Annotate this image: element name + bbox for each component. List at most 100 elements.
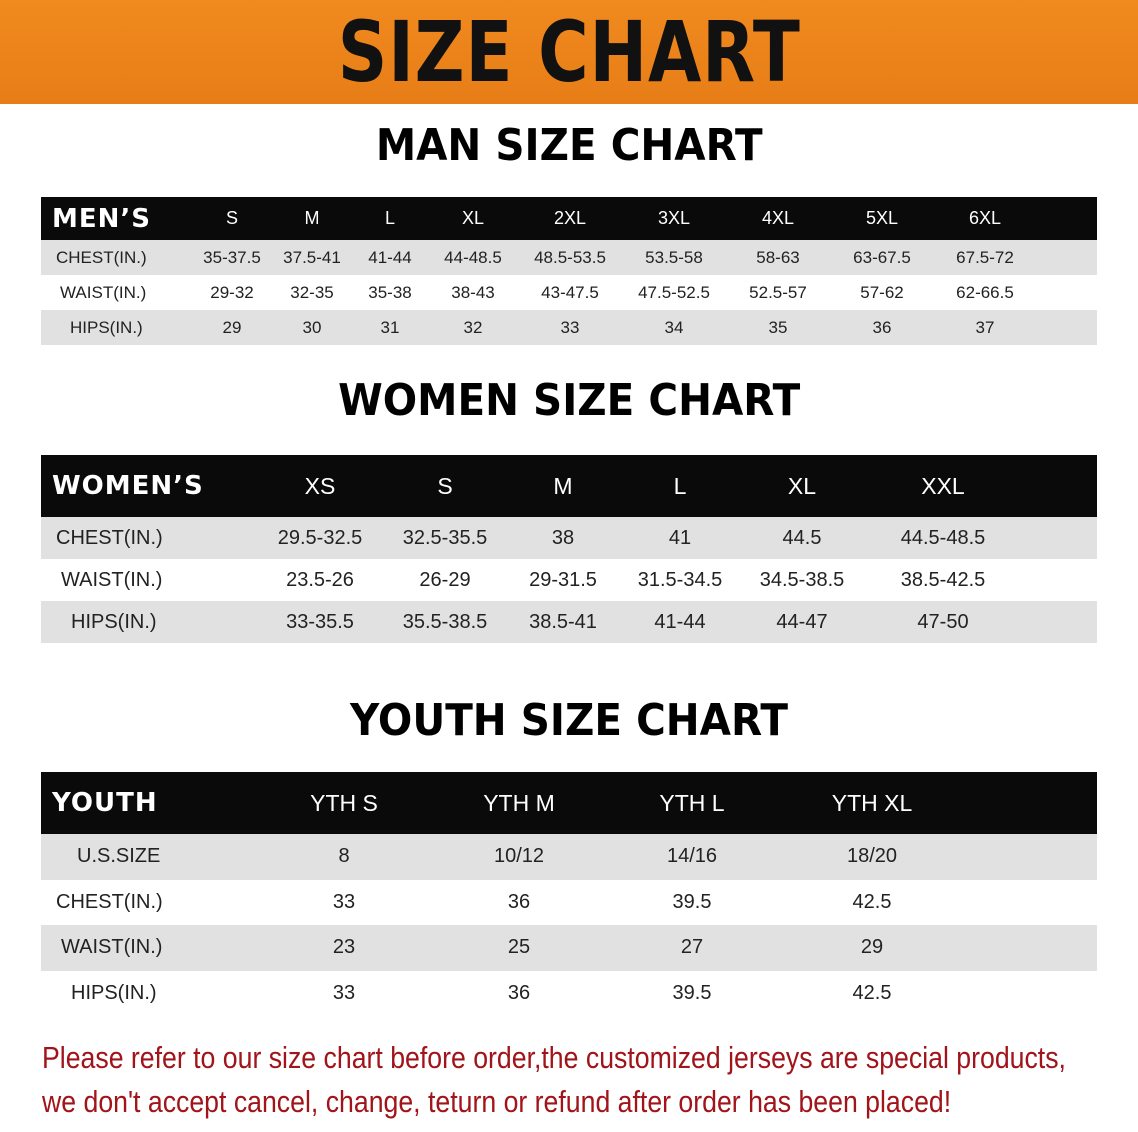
table-cell: 8 bbox=[338, 845, 350, 868]
table-cell: 41-44 bbox=[654, 610, 706, 633]
table-cell: 48.5-53.5 bbox=[534, 247, 606, 267]
table-cell: 30 bbox=[302, 317, 322, 337]
men-section-title: MAN SIZE CHART bbox=[0, 120, 1138, 171]
table-cell: 34 bbox=[664, 317, 684, 337]
table-cell: 47-50 bbox=[917, 610, 969, 633]
women-title-text: WOMEN SIZE CHART bbox=[337, 375, 801, 426]
row-label: WAIST(IN.) bbox=[60, 282, 147, 302]
table-cell: 44.5 bbox=[782, 526, 822, 549]
banner: SIZE CHART bbox=[0, 0, 1138, 104]
size-header-5xl: 5XL bbox=[865, 208, 899, 228]
table-cell: 25 bbox=[507, 936, 531, 959]
size-header-m: M bbox=[553, 472, 573, 499]
table-cell: 44.5-48.5 bbox=[900, 526, 986, 549]
table-cell: 14/16 bbox=[666, 845, 718, 868]
table-cell: 32.5-35.5 bbox=[402, 526, 488, 549]
table-cell: 37.5-41 bbox=[283, 247, 341, 267]
youth-header-label: YOUTH bbox=[52, 788, 158, 818]
youth-header-row: YOUTH YTH S YTH M YTH L YTH XL bbox=[41, 772, 1097, 834]
row-label: HIPS(IN.) bbox=[71, 610, 157, 633]
table-cell: 53.5-58 bbox=[645, 247, 703, 267]
size-header-yth-m: YTH M bbox=[483, 789, 555, 816]
women-section-title: WOMEN SIZE CHART bbox=[0, 375, 1138, 426]
table-row: WAIST(IN.) 23.5-26 26-29 29-31.5 31.5-34.5 34… bbox=[41, 559, 1097, 601]
table-cell: 32-35 bbox=[290, 282, 334, 302]
table-cell: 31 bbox=[380, 317, 400, 337]
size-header-xxl: XXL bbox=[921, 472, 965, 499]
size-header-xs: XS bbox=[304, 472, 336, 499]
table-cell: 18/20 bbox=[846, 845, 898, 868]
table-cell: 52.5-57 bbox=[749, 282, 807, 302]
table-cell: 39.5 bbox=[672, 981, 712, 1004]
table-cell: 34.5-38.5 bbox=[759, 568, 845, 591]
table-cell: 41-44 bbox=[368, 247, 412, 267]
table-cell: 35 bbox=[768, 317, 788, 337]
table-cell: 57-62 bbox=[860, 282, 904, 302]
table-cell: 36 bbox=[872, 317, 892, 337]
table-cell: 26-29 bbox=[419, 568, 471, 591]
table-cell: 41 bbox=[668, 526, 692, 549]
table-row: HIPS(IN.) 29 30 31 32 33 34 35 36 37 bbox=[41, 310, 1097, 345]
table-cell: 29.5-32.5 bbox=[277, 526, 363, 549]
table-row: U.S.SIZE 8 10/12 14/16 18/20 bbox=[41, 834, 1097, 880]
size-header-yth-xl: YTH XL bbox=[831, 789, 913, 816]
size-header-yth-s: YTH S bbox=[310, 789, 378, 816]
table-cell: 33-35.5 bbox=[286, 610, 354, 633]
size-header-xl: XL bbox=[461, 208, 485, 228]
table-cell: 35.5-38.5 bbox=[402, 610, 488, 633]
table-cell: 47.5-52.5 bbox=[638, 282, 710, 302]
table-row: WAIST(IN.) 23 25 27 29 bbox=[41, 925, 1097, 971]
table-cell: 38.5-42.5 bbox=[900, 568, 986, 591]
youth-size-table: YOUTH YTH S YTH M YTH L YTH XL U.S.SIZE 8 10/12… bbox=[41, 772, 1097, 1016]
women-header-label: WOMEN’S bbox=[52, 471, 204, 501]
table-cell: 10/12 bbox=[493, 845, 545, 868]
table-cell: 63-67.5 bbox=[853, 247, 911, 267]
row-label: U.S.SIZE bbox=[77, 845, 161, 868]
row-label: CHEST(IN.) bbox=[56, 890, 163, 913]
table-row: HIPS(IN.) 33 36 39.5 42.5 bbox=[41, 970, 1097, 1016]
table-cell: 31.5-34.5 bbox=[637, 568, 723, 591]
table-cell: 44-48.5 bbox=[444, 247, 502, 267]
table-cell: 33 bbox=[332, 890, 356, 913]
table-cell: 23 bbox=[332, 936, 356, 959]
table-cell: 58-63 bbox=[756, 247, 800, 267]
size-header-s: S bbox=[437, 472, 453, 499]
table-cell: 44-47 bbox=[776, 610, 828, 633]
size-header-m: M bbox=[304, 208, 320, 228]
table-cell: 36 bbox=[507, 890, 531, 913]
size-header-s: S bbox=[225, 208, 238, 228]
table-cell: 33 bbox=[560, 317, 580, 337]
row-label: HIPS(IN.) bbox=[71, 981, 157, 1004]
table-row: CHEST(IN.) 33 36 39.5 42.5 bbox=[41, 879, 1097, 925]
table-row: CHEST(IN.) 35-37.5 37.5-41 41-44 44-48.5 48.5… bbox=[41, 240, 1097, 275]
size-header-l: L bbox=[384, 208, 395, 228]
row-label: CHEST(IN.) bbox=[56, 247, 147, 267]
table-cell: 42.5 bbox=[852, 981, 892, 1004]
table-cell: 29-32 bbox=[210, 282, 254, 302]
banner-title: SIZE CHART bbox=[337, 3, 801, 101]
table-cell: 29 bbox=[222, 317, 242, 337]
row-label: WAIST(IN.) bbox=[61, 568, 163, 591]
table-cell: 35-38 bbox=[368, 282, 412, 302]
men-header-row: MEN’S S M L XL 2XL 3XL 4XL 5XL 6XL bbox=[41, 197, 1097, 240]
table-cell: 38.5-41 bbox=[529, 610, 597, 633]
size-header-4xl: 4XL bbox=[761, 208, 795, 228]
women-header-row: WOMEN’S XS S M L XL XXL bbox=[41, 455, 1097, 517]
size-header-3xl: 3XL bbox=[657, 208, 691, 228]
men-header-label: MEN’S bbox=[52, 203, 151, 234]
table-cell: 38-43 bbox=[451, 282, 495, 302]
notice-line: we don't accept cancel, change, teturn o… bbox=[42, 1084, 952, 1119]
table-cell: 67.5-72 bbox=[956, 247, 1014, 267]
table-cell: 39.5 bbox=[672, 890, 712, 913]
table-cell: 36 bbox=[507, 981, 531, 1004]
table-row: HIPS(IN.) 33-35.5 35.5-38.5 38.5-41 41-44 44-… bbox=[41, 601, 1097, 643]
row-label: HIPS(IN.) bbox=[70, 317, 143, 337]
table-cell: 37 bbox=[975, 317, 995, 337]
men-title-text: MAN SIZE CHART bbox=[375, 120, 763, 171]
table-cell: 38 bbox=[551, 526, 575, 549]
youth-section-title: YOUTH SIZE CHART bbox=[0, 695, 1138, 746]
row-label: CHEST(IN.) bbox=[56, 526, 163, 549]
table-cell: 42.5 bbox=[852, 890, 892, 913]
women-size-table: WOMEN’S XS S M L XL XXL CHEST(IN.) 29.5-32.5 32.5… bbox=[41, 455, 1097, 643]
table-cell: 35-37.5 bbox=[203, 247, 261, 267]
